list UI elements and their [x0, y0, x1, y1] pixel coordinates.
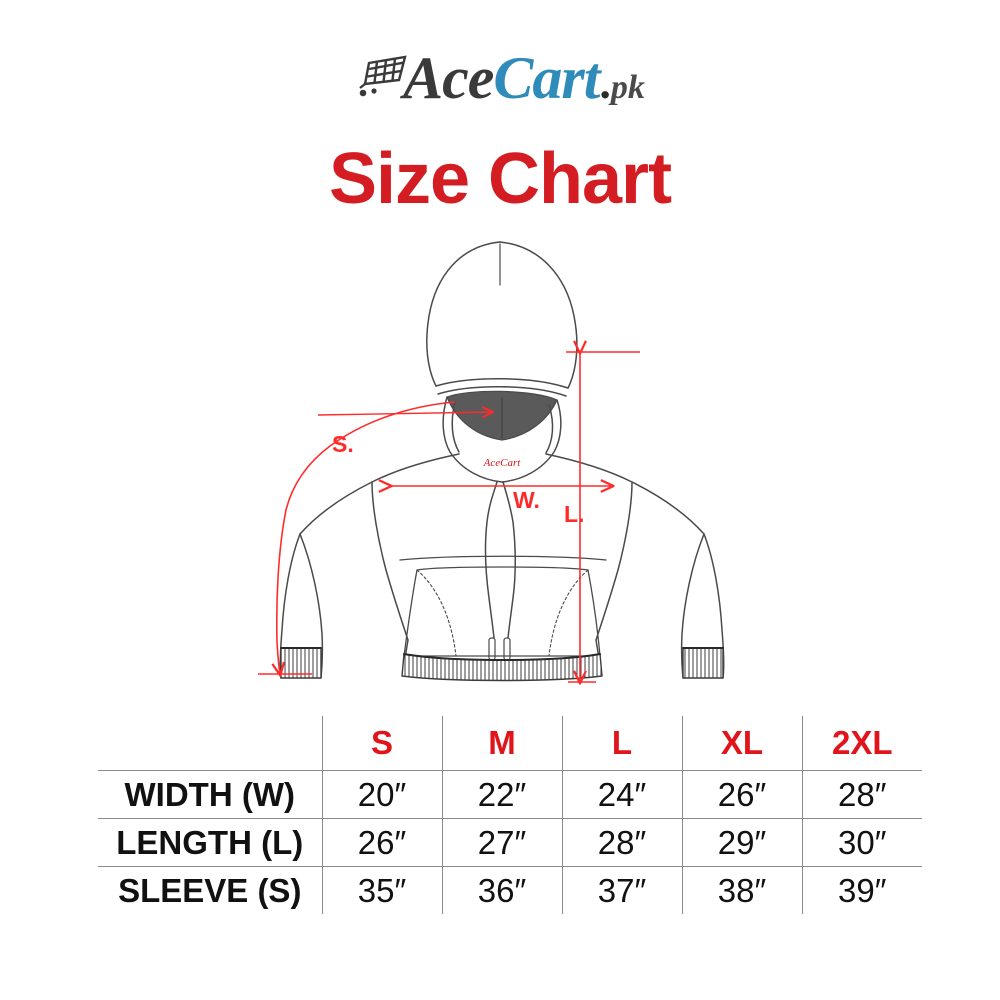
brand-tld: pk: [610, 69, 645, 106]
svg-text:AceCart: AceCart: [483, 457, 522, 469]
size-column-header-l: L: [561, 716, 682, 771]
measurement-label: SLEEVE (S): [98, 866, 322, 914]
size-column-header-s: S: [321, 716, 442, 771]
width-measure-label: W.: [513, 487, 540, 513]
brand-name-cart: Cart: [493, 45, 600, 111]
measurement-value: 30″: [801, 818, 922, 867]
table-row: WIDTH (W) 20″ 22″ 24″ 26″ 28″: [98, 770, 922, 819]
measurement-value: 36″: [441, 866, 562, 914]
size-table-wrapper: S M L XL 2XL WIDTH (W) 20″ 22″ 24″ 26″ 28″ LENGTH (…: [98, 716, 922, 914]
size-table-body: S M L XL 2XL WIDTH (W) 20″ 22″ 24″ 26″ 28″ LENGTH (…: [98, 716, 922, 914]
size-column-header-m: M: [441, 716, 562, 771]
brand-logo: AceCart.pk: [0, 44, 1000, 112]
table-row: LENGTH (L) 26″ 27″ 28″ 29″ 30″: [98, 818, 922, 867]
hoodie-illustration: AceCart S. W. L: [0, 230, 1000, 710]
measurement-value: 35″: [321, 866, 442, 914]
size-table-header-row: S M L XL 2XL: [98, 716, 922, 771]
sleeve-measure-label: S.: [332, 431, 354, 457]
measurement-value: 26″: [321, 818, 442, 867]
measurement-value: 22″: [441, 770, 562, 819]
table-row: SLEEVE (S) 35″ 36″ 37″ 38″ 39″: [98, 866, 922, 914]
collar-script-mark: AceCart: [483, 457, 522, 469]
measurement-value: 38″: [681, 866, 802, 914]
brand-name-ace: Ace: [403, 45, 494, 111]
shopping-cart-icon: [355, 54, 409, 100]
measurement-value: 29″: [681, 818, 802, 867]
measurement-value: 28″: [561, 818, 682, 867]
size-column-header-xl: XL: [681, 716, 802, 771]
measurement-value: 37″: [561, 866, 682, 914]
measurement-value: 27″: [441, 818, 562, 867]
size-table: S M L XL 2XL WIDTH (W) 20″ 22″ 24″ 26″ 28″ LENGTH (…: [98, 716, 922, 914]
length-measure-label: L.: [564, 501, 584, 527]
size-column-header-2xl: 2XL: [801, 716, 922, 771]
measurement-value: 28″: [801, 770, 922, 819]
measurement-label: WIDTH (W): [98, 770, 322, 819]
measurement-value: 24″: [561, 770, 682, 819]
measurement-value: 39″: [801, 866, 922, 914]
header-corner-cell: [98, 716, 322, 771]
page-title: Size Chart: [328, 139, 672, 219]
measurement-label: LENGTH (L): [98, 818, 322, 867]
brand-dot: .: [599, 57, 611, 108]
measurement-value: 26″: [681, 770, 802, 819]
measurement-value: 20″: [321, 770, 442, 819]
